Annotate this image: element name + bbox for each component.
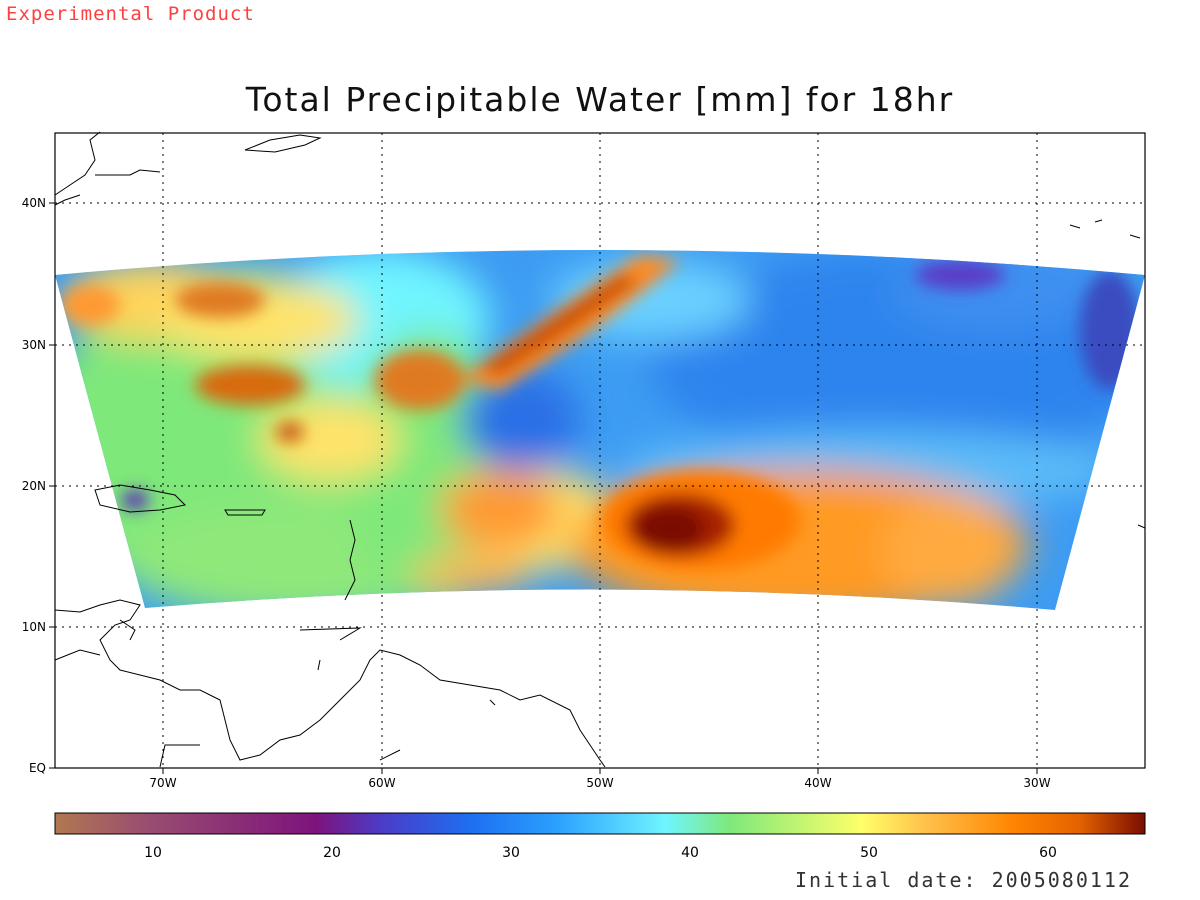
longitude-labels: 70W 60W 50W 40W 30W [149, 776, 1050, 790]
colorbar-tick-label: 40 [681, 845, 699, 861]
lon-label: 30W [1023, 776, 1050, 790]
lat-label: 40N [22, 196, 46, 210]
colorbar-labels: 10 20 30 40 50 60 [144, 845, 1057, 861]
lat-label: 20N [22, 479, 46, 493]
colorbar-tick-label: 20 [323, 845, 341, 861]
precipitable-water-field [55, 250, 1145, 610]
lat-label: EQ [29, 761, 46, 775]
map-title: Total Precipitable Water [mm] for 18hr [245, 80, 955, 119]
colorbar-tick-label: 30 [502, 845, 520, 861]
latitude-labels: EQ 10N 20N 30N 40N [22, 196, 46, 775]
coastlines [54, 131, 1146, 768]
lat-label: 30N [22, 338, 46, 352]
lon-label: 40W [804, 776, 831, 790]
colorbar-tick-label: 50 [860, 845, 878, 861]
lat-label: 10N [22, 620, 46, 634]
initial-date: Initial date: 2005080112 [795, 868, 1132, 892]
colorbar [54, 812, 1146, 835]
lon-label: 60W [368, 776, 395, 790]
lon-label: 50W [586, 776, 613, 790]
colorbar-tick-label: 10 [144, 845, 162, 861]
grid-lines [55, 133, 1145, 768]
lon-label: 70W [149, 776, 176, 790]
colorbar-tick-label: 60 [1039, 845, 1057, 861]
experimental-badge: Experimental Product [6, 3, 255, 25]
